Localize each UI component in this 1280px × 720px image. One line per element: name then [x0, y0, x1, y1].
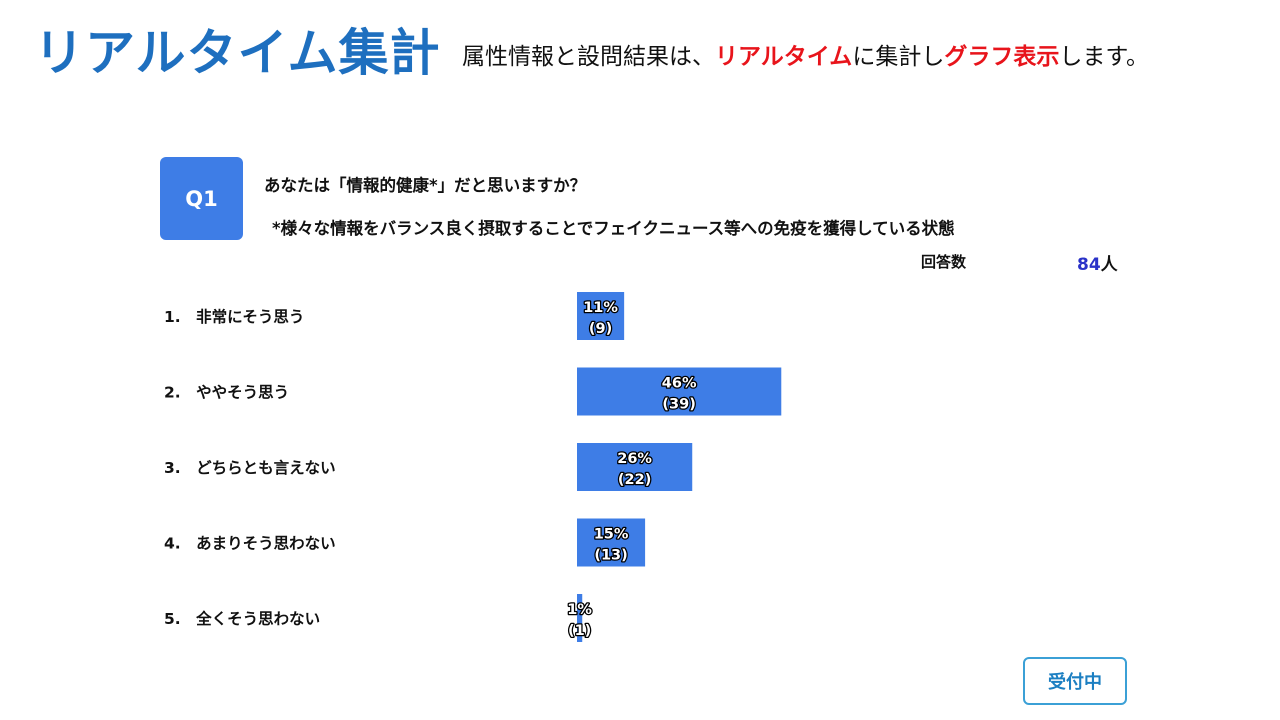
bar-count-label: (39) — [662, 397, 695, 413]
question-note: *様々な情報をバランス良く摂取することでフェイクニュース等への免疫を獲得している… — [272, 219, 955, 238]
answer-bar — [577, 443, 693, 491]
subtitle-part3: します。 — [1059, 44, 1150, 70]
bar-percent-label: 15% — [594, 527, 629, 543]
accepting-status-button[interactable]: 受付中 — [1023, 657, 1127, 705]
bar-count-label: (9) — [589, 321, 612, 337]
subtitle-highlight-graph: グラフ表示 — [944, 44, 1060, 70]
answer-bar — [577, 594, 583, 642]
option-label: 1. 非常にそう思う — [164, 307, 304, 326]
bar-percent-label: 46% — [662, 376, 697, 392]
page-title: リアルタイム集計 — [34, 24, 441, 82]
response-count: 84人 — [1077, 250, 1118, 275]
option-label: 3. どちらとも言えない — [164, 458, 336, 477]
subtitle: 属性情報と設問結果は、リアルタイムに集計しグラフ表示します。 — [462, 44, 1149, 72]
option-label: 5. 全くそう思わない — [164, 609, 320, 628]
question-text: あなたは「情報的健康*」だと思いますか？ — [264, 176, 587, 195]
response-count-number: 84 — [1077, 255, 1101, 275]
bar-count-label: (22) — [618, 472, 651, 488]
subtitle-highlight-realtime: リアルタイム — [715, 44, 853, 70]
answer-bar — [577, 292, 625, 340]
option-label: 2. ややそう思う — [164, 384, 289, 402]
bar-percent-label: 11% — [583, 300, 618, 316]
bar-count-label: (13) — [594, 548, 627, 564]
answer-bar — [577, 518, 646, 567]
bar-count-label: (1) — [568, 623, 591, 639]
subtitle-part1: 属性情報と設問結果は、 — [462, 44, 715, 70]
response-count-label: 回答数 — [921, 253, 967, 271]
bar-percent-label: 26% — [617, 451, 652, 467]
question-badge: Q1 — [160, 157, 243, 240]
subtitle-part2: に集計し — [852, 44, 945, 70]
response-count-unit: 人 — [1100, 255, 1118, 275]
option-label: 4. あまりそう思わない — [164, 535, 336, 553]
bar-percent-label: 1% — [567, 602, 592, 618]
answer-bar — [577, 367, 782, 416]
